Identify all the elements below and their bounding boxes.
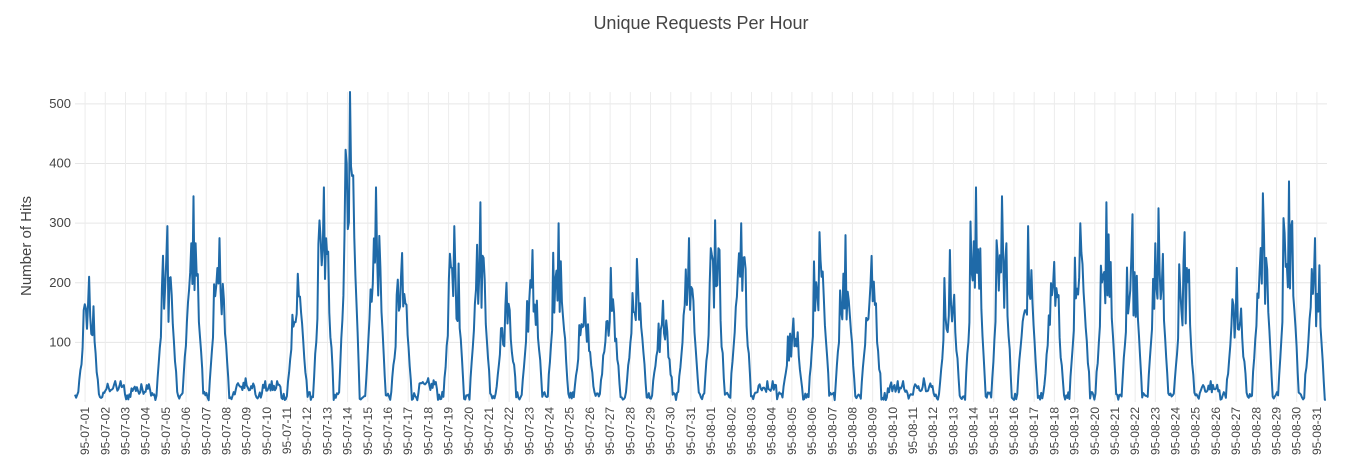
x-tick-label: 95-08-28: [1249, 407, 1263, 455]
y-axis-title: Number of Hits: [18, 196, 35, 296]
x-tick-label: 95-08-27: [1229, 407, 1243, 455]
x-tick-label: 95-08-07: [825, 407, 839, 455]
x-tick-label: 95-08-12: [926, 407, 940, 455]
x-tick-label: 95-08-09: [866, 407, 880, 455]
x-tick-label: 95-08-16: [1007, 407, 1021, 455]
x-tick-label: 95-08-22: [1128, 407, 1142, 455]
x-tick-label: 95-07-20: [462, 407, 476, 455]
x-tick-label: 95-07-29: [644, 407, 658, 455]
x-tick-label: 95-08-10: [886, 407, 900, 455]
x-tick-label: 95-07-01: [78, 407, 92, 455]
x-tick-label: 95-08-08: [845, 407, 859, 455]
x-tick-label: 95-08-30: [1290, 407, 1304, 455]
x-tick-label: 95-08-21: [1108, 407, 1122, 455]
chart-title: Unique Requests Per Hour: [593, 13, 809, 33]
x-tick-label: 95-07-30: [664, 407, 678, 455]
x-tick-label: 95-08-15: [987, 407, 1001, 455]
x-tick-label: 95-08-05: [785, 407, 799, 455]
x-tick-label: 95-08-03: [744, 407, 758, 455]
x-tick-label: 95-07-05: [159, 407, 173, 455]
x-tick-label: 95-08-31: [1310, 407, 1324, 455]
x-tick-label: 95-07-18: [421, 407, 435, 455]
x-tick-label: 95-08-26: [1209, 407, 1223, 455]
x-tick-label: 95-08-04: [765, 407, 779, 455]
x-tick-label: 95-08-20: [1088, 407, 1102, 455]
x-tick-label: 95-07-02: [98, 407, 112, 455]
x-tick-label: 95-07-07: [199, 407, 213, 455]
x-tick-label: 95-07-08: [219, 407, 233, 455]
y-tick-label: 200: [49, 275, 71, 290]
x-tick-label: 95-07-23: [522, 407, 536, 455]
y-tick-label: 500: [49, 96, 71, 111]
x-tick-label: 95-08-01: [704, 407, 718, 455]
x-tick-label: 95-07-10: [260, 407, 274, 455]
x-tick-label: 95-08-24: [1169, 407, 1183, 455]
x-tick-label: 95-08-02: [724, 407, 738, 455]
x-tick-label: 95-08-11: [906, 407, 920, 454]
x-tick-label: 95-07-31: [684, 407, 698, 455]
x-tick-label: 95-08-18: [1047, 407, 1061, 455]
x-tick-label: 95-07-28: [623, 407, 637, 455]
x-tick-label: 95-08-17: [1027, 407, 1041, 455]
x-tick-label: 95-08-14: [967, 407, 981, 455]
y-tick-label: 100: [49, 334, 71, 349]
x-tick-label: 95-07-12: [300, 407, 314, 455]
x-tick-label: 95-07-14: [341, 407, 355, 455]
x-tick-label: 95-08-29: [1270, 407, 1284, 455]
x-tick-label: 95-07-03: [118, 407, 132, 455]
x-tick-label: 95-08-06: [805, 407, 819, 455]
x-tick-label: 95-07-19: [442, 407, 456, 455]
x-tick-label: 95-07-09: [240, 407, 254, 455]
y-tick-label: 300: [49, 215, 71, 230]
x-tick-label: 95-08-19: [1068, 407, 1082, 455]
x-tick-label: 95-07-27: [603, 407, 617, 455]
x-tick-label: 95-07-06: [179, 407, 193, 455]
series-line: [74, 91, 1326, 402]
x-tick-label: 95-07-22: [502, 407, 516, 455]
x-tick-label: 95-07-15: [361, 407, 375, 455]
x-tick-label: 95-07-17: [401, 407, 415, 455]
x-tick-label: 95-08-23: [1148, 407, 1162, 455]
x-tick-label: 95-07-21: [482, 407, 496, 455]
x-tick-label: 95-07-11: [280, 407, 294, 454]
y-axis: 100 200 300 400 500: [49, 96, 71, 349]
x-tick-label: 95-08-25: [1189, 407, 1203, 455]
x-tick-label: 95-07-26: [583, 407, 597, 455]
x-tick-label: 95-08-13: [946, 407, 960, 455]
x-tick-label: 95-07-24: [543, 407, 557, 455]
x-tick-label: 95-07-04: [139, 407, 153, 455]
x-tick-label: 95-07-25: [563, 407, 577, 455]
x-tick-label: 95-07-16: [381, 407, 395, 455]
y-tick-label: 400: [49, 156, 71, 171]
x-axis: 95-07-01 95-07-02 95-07-03 95-07-04 95-07-05…: [78, 407, 1324, 455]
x-tick-label: 95-07-13: [320, 407, 334, 455]
